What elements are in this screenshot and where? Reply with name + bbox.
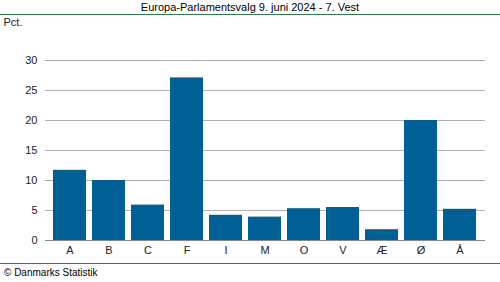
svg-text:C: C	[144, 244, 152, 256]
svg-text:F: F	[184, 244, 191, 256]
html-text:© Danmarks Statistik: © Danmarks Statistik	[4, 267, 98, 278]
svg-text:0: 0	[31, 234, 37, 246]
svg-text:Ø: Ø	[417, 244, 426, 256]
svg-text:A: A	[66, 244, 74, 256]
svg-text:20: 20	[25, 114, 37, 126]
svg-text:V: V	[339, 244, 347, 256]
svg-text:B: B	[105, 244, 112, 256]
svg-text:Å: Å	[456, 244, 464, 256]
svg-text:5: 5	[31, 204, 37, 216]
svg-text:I: I	[224, 244, 227, 256]
html-text:Europa-Parlamentsvalg 9. juni: Europa-Parlamentsvalg 9. juni 2024 - 7. …	[140, 1, 360, 13]
svg-text:O: O	[300, 244, 309, 256]
svg-text:10: 10	[25, 174, 37, 186]
svg-text:Æ: Æ	[377, 244, 388, 256]
svg-text:M: M	[260, 244, 269, 256]
svg-text:15: 15	[25, 144, 37, 156]
svg-text:Pct.: Pct.	[4, 16, 23, 28]
svg-text:25: 25	[25, 84, 37, 96]
svg-text:30: 30	[25, 54, 37, 66]
